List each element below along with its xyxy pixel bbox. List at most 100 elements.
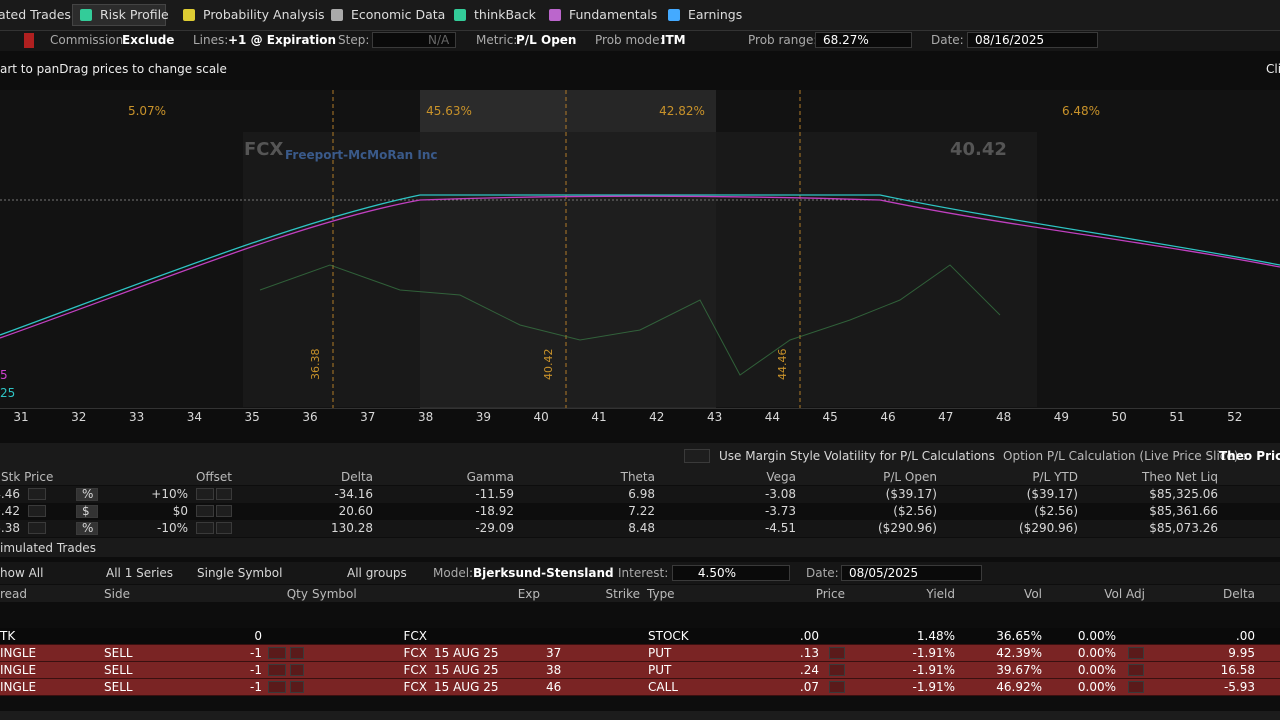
input-field[interactable] <box>967 32 1098 48</box>
toolbar-value[interactable]: Bjerksund-Stensland <box>473 566 614 580</box>
cell: -4.51 <box>764 521 796 535</box>
cell: FCX <box>403 646 427 660</box>
trades-header <box>0 585 1280 602</box>
x-tick-label: 32 <box>71 410 87 424</box>
cell: SELL <box>104 663 133 677</box>
price-history <box>259 264 1001 376</box>
cell: 4.46 <box>0 487 20 501</box>
toolbar-label: Step: <box>338 33 370 47</box>
filter-dropdown[interactable]: how All <box>0 566 44 580</box>
trade-row[interactable] <box>0 645 1280 662</box>
tab[interactable]: Probability Analysis <box>203 7 325 22</box>
spinner[interactable] <box>829 681 845 693</box>
cell: -34.16 <box>334 487 373 501</box>
cell: 7.22 <box>628 504 655 518</box>
input-field[interactable] <box>841 565 982 581</box>
cell: $0 <box>172 504 188 518</box>
input-field[interactable] <box>815 32 912 48</box>
stats-header <box>0 468 1280 485</box>
toolbar-label: Lines: <box>193 33 229 47</box>
spinner[interactable] <box>829 664 845 676</box>
tab-icon <box>668 9 680 21</box>
toolbar-value[interactable]: +1 @ Expiration <box>228 33 337 47</box>
spinner[interactable] <box>268 664 286 676</box>
dropdown[interactable] <box>216 522 232 534</box>
toolbar-value[interactable]: 08/05/2025 <box>849 566 919 580</box>
cell: 8.48 <box>628 521 655 535</box>
cell: 0.00% <box>1077 629 1116 643</box>
spinner[interactable] <box>1128 647 1144 659</box>
toolbar-value[interactable]: ITM <box>661 33 686 47</box>
tab[interactable]: ated Trades <box>0 7 71 22</box>
tab[interactable]: thinkBack <box>474 7 536 22</box>
cell: CALL <box>648 680 678 694</box>
toolbar-value[interactable]: N/A <box>428 33 450 47</box>
cell: $85,361.66 <box>1149 504 1218 518</box>
spinner[interactable] <box>268 647 286 659</box>
cell: 16.58 <box>1220 663 1255 677</box>
spinner[interactable] <box>196 522 214 534</box>
dropdown[interactable] <box>216 488 232 500</box>
filter-dropdown[interactable]: Single Symbol <box>197 566 283 580</box>
spinner[interactable] <box>28 488 46 500</box>
toolbar-value[interactable]: P/L Open <box>516 33 577 47</box>
spinner[interactable] <box>829 647 845 659</box>
cell: -1 <box>250 646 262 660</box>
column-header: Side <box>104 587 130 601</box>
tab[interactable]: Economic Data <box>351 7 446 22</box>
unit-toggle-label[interactable]: % <box>82 521 94 535</box>
cell: ($290.96) <box>878 521 937 535</box>
unit-toggle-label[interactable]: % <box>82 487 94 501</box>
dropdown[interactable] <box>290 681 304 693</box>
cell: 0 <box>254 629 262 643</box>
column-header: Price <box>815 587 845 601</box>
filter-dropdown[interactable]: All groups <box>347 566 407 580</box>
spinner[interactable] <box>1128 664 1144 676</box>
cell: -1.91% <box>912 646 955 660</box>
dropdown[interactable] <box>216 505 232 517</box>
trade-row[interactable] <box>0 662 1280 679</box>
cell: -1.91% <box>912 680 955 694</box>
unit-toggle[interactable] <box>76 505 98 518</box>
spinner[interactable] <box>196 488 214 500</box>
unit-toggle-label[interactable]: $ <box>82 504 90 518</box>
prob-percent: 42.82% <box>659 104 705 118</box>
calc-label: Option P/L Calculation (Live Price Slice… <box>1003 449 1247 463</box>
y-label: 25 <box>0 386 16 400</box>
spinner[interactable] <box>28 505 46 517</box>
tab[interactable]: Fundamentals <box>569 7 658 22</box>
checkbox[interactable] <box>684 449 710 463</box>
dropdown[interactable] <box>290 647 304 659</box>
toolbar-value[interactable]: Exclude <box>122 33 175 47</box>
cell: 36.65% <box>996 629 1042 643</box>
toolbar-value[interactable]: 08/16/2025 <box>975 33 1045 47</box>
hint-text: Cli <box>1266 62 1280 76</box>
price-line-label: 44.46 <box>776 348 789 381</box>
cell: -3.73 <box>764 504 796 518</box>
spinner[interactable] <box>196 505 214 517</box>
unit-toggle[interactable] <box>76 522 98 535</box>
cell: 46.92% <box>996 680 1042 694</box>
toolbar-value[interactable]: 68.27% <box>823 33 869 47</box>
unit-toggle[interactable] <box>76 488 98 501</box>
trade-row[interactable] <box>0 679 1280 696</box>
filter-dropdown[interactable]: All 1 Series <box>106 566 174 580</box>
cell: TK <box>0 629 16 643</box>
spinner[interactable] <box>1128 681 1144 693</box>
column-header: Vol Adj <box>1104 587 1145 601</box>
active-tab[interactable] <box>72 4 166 26</box>
cell: -10% <box>156 521 188 535</box>
trade-row[interactable] <box>0 628 1280 645</box>
cell: .13 <box>799 646 819 660</box>
cell: ($39.17) <box>1026 487 1078 501</box>
spinner[interactable] <box>28 522 46 534</box>
spinner[interactable] <box>268 681 286 693</box>
input-field[interactable] <box>672 565 790 581</box>
dropdown[interactable] <box>290 664 304 676</box>
x-axis <box>0 408 1280 428</box>
input-field[interactable] <box>372 32 456 48</box>
tab[interactable]: Risk Profile <box>100 7 169 22</box>
tab[interactable]: Earnings <box>688 7 743 22</box>
cell: 37 <box>546 646 562 660</box>
toolbar-value[interactable]: 4.50% <box>697 566 736 580</box>
